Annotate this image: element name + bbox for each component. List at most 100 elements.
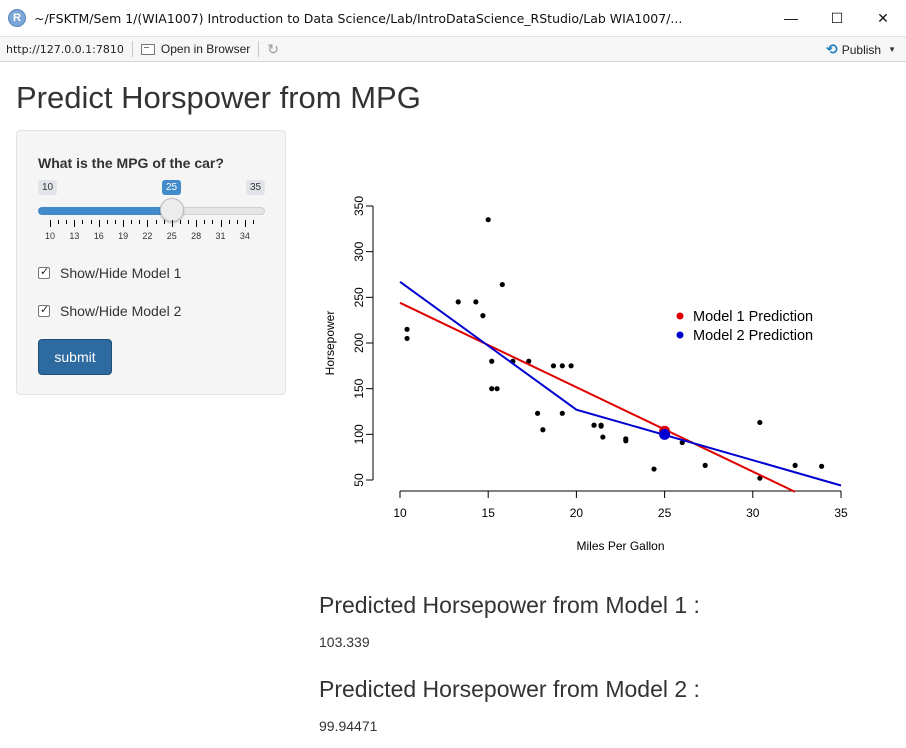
- slider-handle[interactable]: [160, 198, 184, 222]
- legend-model-2-marker: [676, 331, 684, 339]
- slider-minor-tick: [188, 220, 190, 224]
- slider-max-badge: 35: [246, 180, 266, 195]
- model-1-value: 103.339: [319, 634, 370, 650]
- slider-major-tick: [244, 220, 246, 227]
- slider-major-tick: [220, 220, 222, 227]
- y-tick-label: 200: [352, 333, 366, 353]
- data-point: [651, 466, 657, 472]
- slider-tick-label: 13: [69, 231, 80, 241]
- refresh-icon[interactable]: ↻: [267, 40, 279, 57]
- open-in-browser-label: Open in Browser: [160, 42, 251, 56]
- model-2-line: [399, 280, 842, 487]
- slider-tick-label: 10: [44, 231, 56, 241]
- data-point: [757, 475, 763, 481]
- data-point: [591, 422, 597, 428]
- checkbox-model-2-label: Show/Hide Model 2: [60, 303, 182, 319]
- data-point: [792, 462, 798, 468]
- data-point: [480, 313, 486, 319]
- publish-label: Publish: [841, 42, 882, 57]
- model-1-line: [399, 301, 796, 493]
- toolbar-divider: [258, 41, 260, 57]
- data-point: [623, 436, 629, 442]
- slider-minor-tick: [58, 220, 60, 224]
- slider-minor-tick: [179, 220, 181, 224]
- mpg-slider-label: What is the MPG of the car?: [38, 155, 224, 171]
- model-lines: [399, 280, 842, 493]
- data-point: [489, 358, 495, 364]
- data-point: [559, 410, 565, 416]
- x-tick-label: 10: [393, 506, 407, 520]
- slider-tick-label: 19: [118, 231, 129, 241]
- data-point: [568, 363, 574, 369]
- close-button[interactable]: ✕: [877, 9, 889, 26]
- slider-major-tick: [98, 220, 100, 227]
- slider-minor-tick: [82, 220, 84, 224]
- window-title-bar: R ~/FSKTM/Sem 1/(WIA1007) Introduction t…: [0, 0, 906, 36]
- window-controls: — ☐ ✕: [768, 0, 906, 36]
- checkbox-model-1-box[interactable]: [38, 265, 50, 279]
- data-point: [559, 363, 565, 369]
- data-point: [540, 427, 546, 433]
- chevron-down-icon[interactable]: ▼: [888, 45, 896, 54]
- minimize-button[interactable]: —: [784, 10, 798, 26]
- legend-model-1-label: Model 1 Prediction: [693, 309, 813, 325]
- data-point: [600, 434, 606, 440]
- slider-major-tick: [171, 220, 173, 227]
- slider-major-tick: [196, 220, 198, 227]
- slider-minor-tick: [131, 220, 133, 224]
- y-tick-label: 300: [352, 241, 366, 261]
- data-point: [534, 410, 541, 416]
- slider-tick-label: 34: [239, 231, 250, 241]
- data-point: [526, 358, 532, 364]
- slider-minor-tick: [253, 220, 254, 224]
- submit-button[interactable]: submit: [38, 339, 112, 375]
- model-1-heading: Predicted Horsepower from Model 1 :: [319, 592, 700, 618]
- publish-button[interactable]: ⟲ Publish ▼: [826, 41, 896, 58]
- data-point: [550, 363, 557, 369]
- slider-ticks: 10 13 16 19 22 25 28 31 34: [38, 220, 265, 241]
- slider-minor-tick: [212, 220, 214, 224]
- slider-major-tick: [74, 220, 76, 227]
- model-2-value: 99.94471: [319, 718, 378, 734]
- slider-tick-label: 16: [93, 231, 104, 241]
- slider-min-badge: 10: [38, 180, 58, 195]
- open-in-browser-button[interactable]: Open in Browser: [140, 42, 251, 56]
- slider-minor-tick: [236, 220, 238, 224]
- model-2-heading: Predicted Horsepower from Model 2 :: [319, 676, 700, 702]
- slider-major-tick: [123, 220, 125, 227]
- slider-tick-label: 25: [166, 231, 177, 241]
- maximize-button[interactable]: ☐: [830, 9, 844, 26]
- data-point: [757, 419, 763, 426]
- browser-window-icon: [140, 43, 155, 55]
- data-point: [494, 386, 500, 392]
- viewer-toolbar: http://127.0.0.1:7810 Open in Browser ↻ …: [0, 36, 906, 62]
- horsepower-scatter-plot: 10 15 20 25 30 35 Miles Per Gallon 50 100 150 200 2…: [323, 196, 848, 553]
- sidebar-panel: What is the MPG of the car? 10 25 35 10 1…: [16, 130, 286, 395]
- data-point: [455, 299, 461, 305]
- data-point: [404, 326, 410, 332]
- checkbox-model-1-label: Show/Hide Model 1: [60, 265, 182, 281]
- data-point: [485, 217, 491, 223]
- legend-model-1-marker: [676, 312, 684, 320]
- checkbox-model-2[interactable]: Show/Hide Model 2: [38, 303, 181, 319]
- x-tick-label: 15: [482, 506, 496, 520]
- slider-value-badge: 25: [162, 180, 182, 195]
- checkbox-model-2-box[interactable]: [38, 303, 50, 317]
- slider-minor-tick: [204, 220, 206, 224]
- legend-model-2-label: Model 2 Prediction: [693, 328, 813, 344]
- page-title: Predict Horspower from MPG: [16, 80, 421, 115]
- publish-icon: ⟲: [825, 41, 838, 57]
- x-tick-label: 35: [834, 506, 848, 520]
- checkbox-model-1[interactable]: Show/Hide Model 1: [38, 265, 181, 281]
- x-tick-label: 30: [746, 506, 760, 520]
- slider-minor-tick: [139, 220, 141, 224]
- model-2-prediction-point: [659, 428, 671, 440]
- r-app-icon: R: [8, 9, 26, 27]
- data-point: [473, 299, 479, 305]
- slider-minor-tick: [228, 220, 230, 224]
- url-label: http://127.0.0.1:7810: [6, 42, 124, 56]
- y-tick-label: 50: [352, 473, 366, 487]
- data-point: [598, 423, 604, 429]
- y-tick-label: 250: [352, 287, 366, 307]
- slider-major-tick: [147, 220, 149, 227]
